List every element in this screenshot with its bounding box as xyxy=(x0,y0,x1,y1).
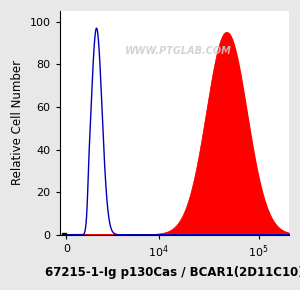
Y-axis label: Relative Cell Number: Relative Cell Number xyxy=(11,60,24,186)
Text: WWW.PTGLAB.COM: WWW.PTGLAB.COM xyxy=(125,46,232,56)
X-axis label: 67215-1-Ig p130Cas / BCAR1(2D11C10): 67215-1-Ig p130Cas / BCAR1(2D11C10) xyxy=(45,266,300,279)
